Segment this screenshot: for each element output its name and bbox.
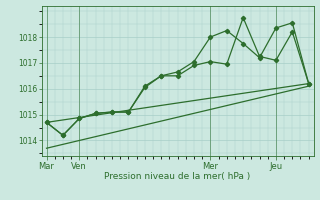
X-axis label: Pression niveau de la mer( hPa ): Pression niveau de la mer( hPa ) (104, 172, 251, 181)
